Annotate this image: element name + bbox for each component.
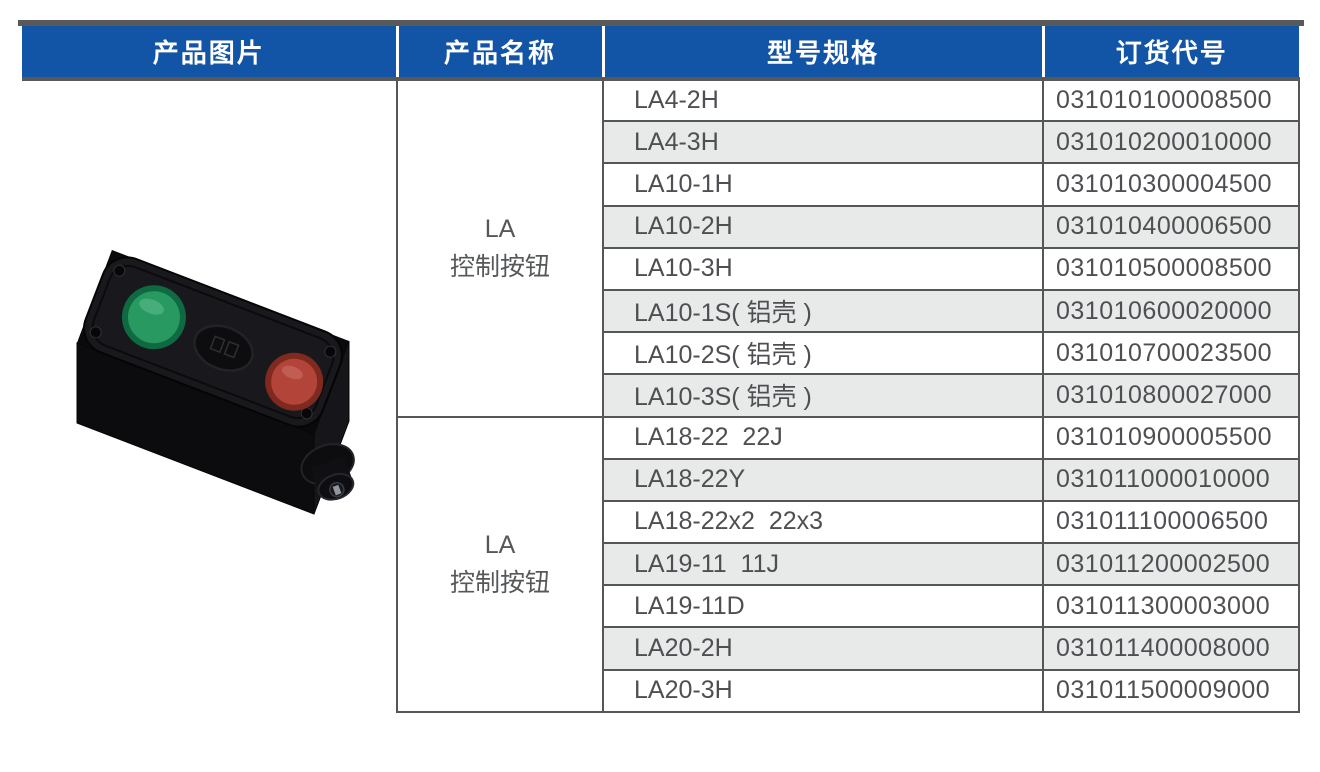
screw-icon [89, 326, 102, 339]
code-cell: 031010700023500 [1042, 331, 1300, 376]
table-row: LA10-1S( 铝壳 ) 031010600020000 [22, 288, 1300, 334]
screw-icon [300, 407, 313, 420]
code-cell: 031010500008500 [1042, 246, 1300, 291]
code-cell: 031010400006500 [1042, 204, 1300, 249]
model-cell: LA10-1H [602, 162, 1044, 207]
col-header-product-name: 产品名称 [395, 26, 603, 81]
emblem-oval [193, 324, 254, 372]
table-row: LA18-22Y 031011000010000 [22, 457, 1300, 502]
red-button [265, 352, 324, 411]
header-row: 产品图片 产品名称 型号规格 订货代号 [22, 26, 1299, 81]
control-button-box-image [76, 249, 355, 515]
model-cell: LA10-2H [602, 204, 1044, 249]
model-cell: LA18-22 22J [602, 415, 1044, 460]
code-cell: 031010600020000 [1042, 288, 1300, 334]
table-row: LA10-2H 031010400006500 [22, 204, 1300, 249]
table-row: LA10-1H 031010300004500 [22, 162, 1300, 207]
code-cell: 031010300004500 [1042, 162, 1300, 207]
product-photo [63, 242, 355, 530]
col-header-model-spec: 型号规格 [601, 26, 1043, 81]
code-cell: 031011000010000 [1042, 457, 1300, 502]
cable-gland [300, 443, 355, 501]
table-row: LA4-3H 031010200010000 [22, 120, 1300, 165]
model-cell: LA4-3H [602, 120, 1044, 165]
table-row: LA10-3S( 铝壳 ) 031010800027000 [22, 373, 1300, 418]
code-cell: 031011500009000 [1042, 668, 1300, 713]
col-header-order-code: 订货代号 [1041, 26, 1299, 81]
table-row: LA10-2S( 铝壳 ) 031010700023500 [22, 331, 1300, 376]
table-row: LA10-3H 031010500008500 [22, 246, 1300, 291]
product-name-line1: LA [484, 215, 516, 244]
model-cell: LA18-22Y [602, 457, 1044, 502]
table-row: LA 控制按钮 LA4-2H 031010100008500 [22, 77, 1300, 712]
code-cell: 031010800027000 [1042, 373, 1300, 418]
screw-icon [324, 345, 337, 358]
table-row: LA 控制按钮 LA18-22 22J 031010900005500 [22, 415, 1300, 713]
model-cell: LA19-11 11J [602, 542, 1044, 587]
model-cell: LA20-3H [602, 668, 1044, 713]
table-body: LA 控制按钮 LA4-2H 031010100008500 LA4-3H 03… [22, 77, 1300, 713]
table-row: LA18-22x2 22x3 031011100006500 [22, 499, 1300, 545]
product-name-group-2: LA 控制按钮 [396, 415, 604, 713]
code-cell: 031011200002500 [1042, 542, 1300, 587]
model-cell: LA10-3H [602, 246, 1044, 291]
product-name-line1: LA [484, 531, 516, 560]
model-cell: LA19-11D [602, 584, 1044, 629]
product-photo-cell [22, 79, 398, 712]
green-button [121, 285, 186, 350]
model-cell: LA10-2S( 铝壳 ) [602, 331, 1044, 376]
table-header: 产品图片 产品名称 型号规格 订货代号 [22, 26, 1299, 81]
table-row: LA20-3H 031011500009000 [22, 668, 1300, 713]
model-cell: LA20-2H [602, 626, 1044, 671]
table-row: LA19-11 11J 031011200002500 [22, 542, 1300, 587]
screw-icon [113, 264, 126, 277]
code-cell: 031010100008500 [1042, 77, 1300, 123]
model-cell: LA4-2H [602, 77, 1044, 123]
model-cell: LA10-3S( 铝壳 ) [602, 373, 1044, 418]
product-name-line2: 控制按钮 [449, 253, 550, 282]
code-cell: 031011100006500 [1042, 499, 1300, 545]
table-row: LA20-2H 031011400008000 [22, 626, 1300, 671]
col-header-product-image: 产品图片 [22, 26, 397, 81]
table-row: LA19-11D 031011300003000 [22, 584, 1300, 629]
model-cell: LA10-1S( 铝壳 ) [602, 288, 1044, 334]
header-top-bar [18, 20, 1304, 26]
product-catalog-table: 产品图片 产品名称 型号规格 订货代号 [22, 26, 1300, 713]
code-cell: 031010900005500 [1042, 415, 1300, 460]
code-cell: 031010200010000 [1042, 120, 1300, 165]
code-cell: 031011400008000 [1042, 626, 1300, 671]
product-name-group-1: LA 控制按钮 [396, 78, 604, 418]
model-cell: LA18-22x2 22x3 [602, 499, 1044, 545]
product-name-line2: 控制按钮 [449, 569, 550, 598]
code-cell: 031011300003000 [1042, 584, 1300, 629]
